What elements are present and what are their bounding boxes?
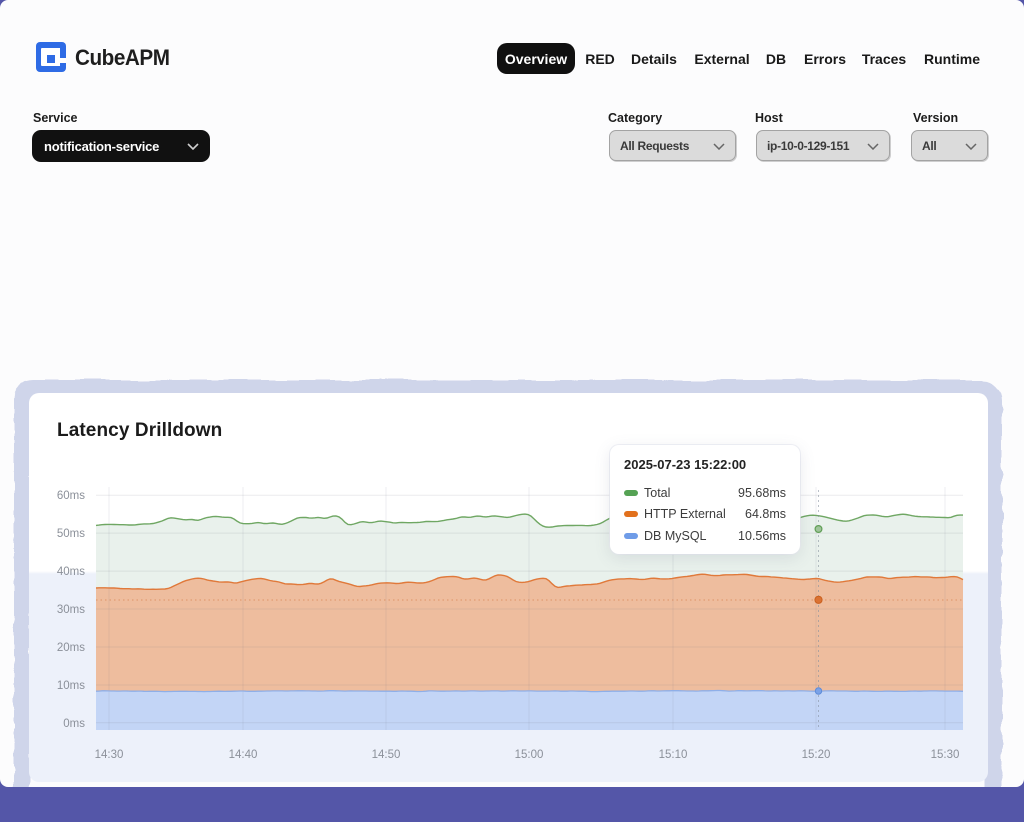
svg-text:0ms: 0ms (63, 718, 85, 730)
svg-text:15:20: 15:20 (802, 749, 831, 761)
svg-text:14:30: 14:30 (95, 749, 124, 761)
svg-text:10ms: 10ms (57, 680, 85, 692)
svg-text:60ms: 60ms (57, 490, 85, 502)
svg-text:15:30: 15:30 (931, 749, 960, 761)
svg-text:15:10: 15:10 (659, 749, 688, 761)
svg-text:20ms: 20ms (57, 642, 85, 654)
svg-text:14:50: 14:50 (372, 749, 401, 761)
svg-text:40ms: 40ms (57, 566, 85, 578)
svg-text:50ms: 50ms (57, 528, 85, 540)
svg-text:15:00: 15:00 (515, 749, 544, 761)
svg-text:30ms: 30ms (57, 604, 85, 616)
svg-text:14:40: 14:40 (229, 749, 258, 761)
